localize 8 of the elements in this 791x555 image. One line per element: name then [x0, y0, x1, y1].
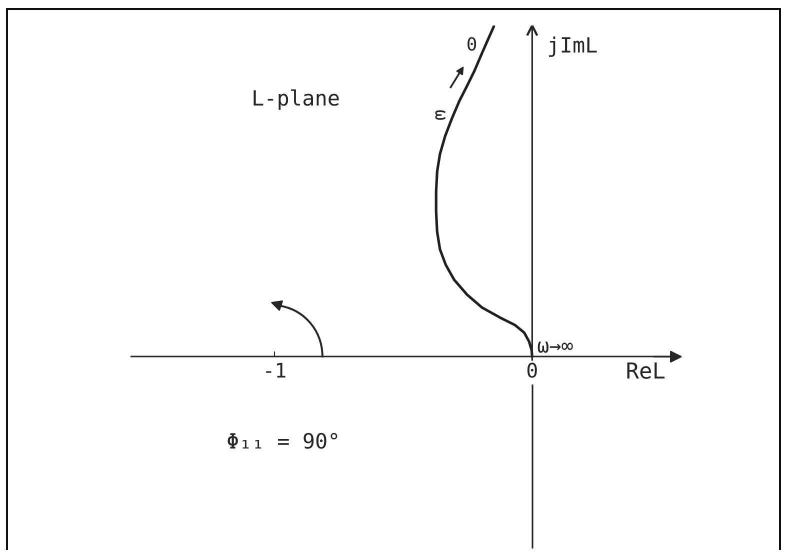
annotation: 0 — [466, 34, 478, 56]
text: Φ₁₁ = 90° — [226, 430, 340, 454]
annotation: ω — [430, 110, 452, 121]
x-tick-label: -1 — [262, 358, 287, 383]
x-axis-title: ReL — [626, 360, 666, 385]
annotation: L-plane — [252, 86, 340, 110]
y-axis-title: jImL — [547, 34, 598, 58]
annotation: ω→∞ — [537, 334, 574, 358]
